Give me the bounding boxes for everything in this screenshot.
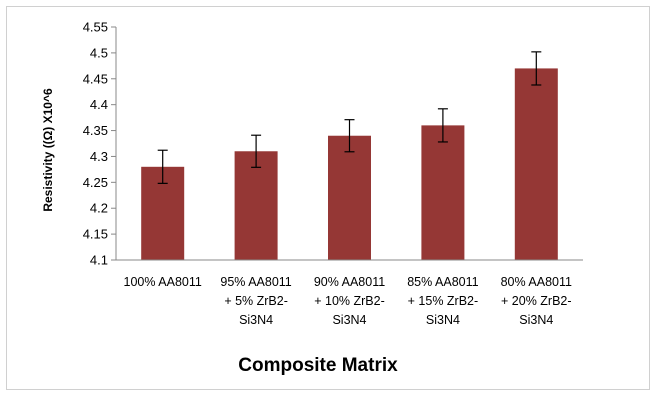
category-label-line: + 5% ZrB2- xyxy=(224,294,288,308)
category-label-line: 80% AA8011 xyxy=(501,275,572,289)
y-tick-label: 4.4 xyxy=(90,97,108,112)
bar xyxy=(328,135,371,260)
category-label-line: 100% AA8011 xyxy=(124,275,202,289)
y-tick-label: 4.3 xyxy=(90,149,108,164)
category-label-line: Si3N4 xyxy=(426,313,460,327)
category-label-line: + 20% ZrB2- xyxy=(501,294,572,308)
bars xyxy=(141,68,558,260)
category-label: 100% AA8011 xyxy=(124,275,202,289)
category-label-line: 85% AA8011 xyxy=(407,275,478,289)
x-axis-label: Composite Matrix xyxy=(238,355,398,376)
y-tick-label: 4.5 xyxy=(90,45,108,60)
y-tick-label: 4.55 xyxy=(83,20,108,35)
category-label-line: 90% AA8011 xyxy=(314,275,385,289)
category-label: 85% AA8011 + 15% ZrB2- Si3N4 xyxy=(407,275,478,327)
y-tick-label: 4.2 xyxy=(90,201,108,216)
y-axis-label: Resistivity ((Ω) X10^6 xyxy=(41,88,55,212)
bar xyxy=(514,68,558,260)
category-label-line: Si3N4 xyxy=(519,313,553,327)
category-label-line: Si3N4 xyxy=(239,313,273,327)
category-label-line: + 15% ZrB2- xyxy=(408,294,479,308)
y-tick-label: 4.25 xyxy=(83,175,108,190)
bar xyxy=(234,151,278,260)
category-label: 80% AA8011 + 20% ZrB2- Si3N4 xyxy=(501,275,572,327)
category-label-line: 95% AA8011 xyxy=(220,275,291,289)
y-tick-label: 4.15 xyxy=(83,227,108,242)
category-label-line: + 10% ZrB2- xyxy=(314,294,385,308)
category-label: 90% AA8011 + 10% ZrB2- Si3N4 xyxy=(314,275,385,327)
category-label-line: Si3N4 xyxy=(332,313,366,327)
x-axis-categories: 100% AA8011 95% AA8011 + 5% ZrB2-Si3N490% … xyxy=(124,275,572,327)
y-tick-label: 4.35 xyxy=(83,123,108,138)
y-axis-ticks: 4.1 4.15 4.2 4.25 4.3 4.35 4.4 4.45 4.5 4.55 xyxy=(83,20,116,268)
bar xyxy=(421,125,465,260)
error-bars xyxy=(157,51,542,184)
y-tick-label: 4.1 xyxy=(90,253,108,268)
category-label: 95% AA8011 + 5% ZrB2- Si3N4 xyxy=(220,275,291,327)
y-tick-label: 4.45 xyxy=(83,71,108,86)
